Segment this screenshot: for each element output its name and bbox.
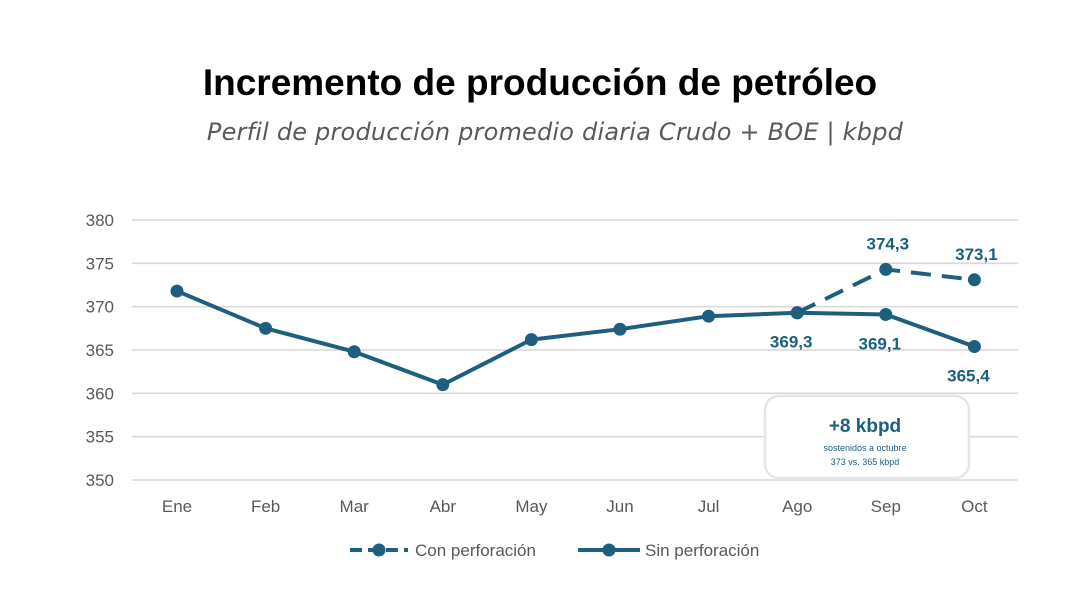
data-point	[967, 340, 981, 354]
series-line-sin-perforacion	[176, 289, 976, 387]
x-tick-label: Mar	[340, 497, 370, 516]
data-point	[790, 306, 804, 320]
x-tick-label: Abr	[430, 497, 457, 516]
data-label: 365,4	[947, 367, 990, 386]
y-tick-label: 370	[86, 298, 114, 317]
chart-subtitle: Perfil de producción promedio diaria Cru…	[206, 118, 904, 146]
x-tick-label: Jul	[698, 497, 720, 516]
data-point	[879, 307, 893, 321]
data-point	[967, 273, 981, 287]
data-point	[347, 345, 361, 359]
callout-box	[763, 394, 971, 480]
legend-marker-con-perforacion	[372, 543, 386, 557]
y-tick-label: 360	[86, 384, 114, 403]
y-tick-label: 355	[86, 428, 114, 447]
data-point	[613, 322, 627, 336]
data-point	[170, 284, 184, 298]
legend-marker-sin-perforacion	[602, 543, 616, 557]
data-point	[524, 333, 538, 347]
y-tick-label: 365	[86, 341, 114, 360]
data-label: 373,1	[955, 245, 998, 264]
y-tick-label: 375	[86, 254, 114, 273]
data-point	[436, 378, 450, 392]
x-tick-label: Ene	[162, 497, 192, 516]
y-tick-label: 350	[86, 471, 114, 490]
x-tick-label: May	[515, 497, 548, 516]
x-tick-label: Sep	[871, 497, 901, 516]
callout-line2: 373 vs. 365 kbpd	[831, 457, 900, 467]
data-point	[702, 309, 716, 323]
x-tick-label: Jun	[606, 497, 633, 516]
data-label: 369,3	[770, 333, 813, 352]
data-point	[259, 321, 273, 335]
data-point	[879, 262, 893, 276]
callout-line1: sostenidos a octubre	[823, 443, 906, 453]
x-tick-label: Oct	[961, 497, 988, 516]
x-tick-label: Feb	[251, 497, 280, 516]
x-tick-label: Ago	[782, 497, 812, 516]
data-label: 369,1	[859, 334, 902, 353]
legend-label-con-perforacion: Con perforación	[415, 541, 536, 560]
callout-headline: +8 kbpd	[829, 416, 901, 437]
data-label: 374,3	[867, 234, 910, 253]
chart-title: Incremento de producción de petróleo	[202, 62, 878, 103]
y-tick-label: 380	[86, 211, 114, 230]
legend-label-sin-perforacion: Sin perforación	[645, 541, 759, 560]
